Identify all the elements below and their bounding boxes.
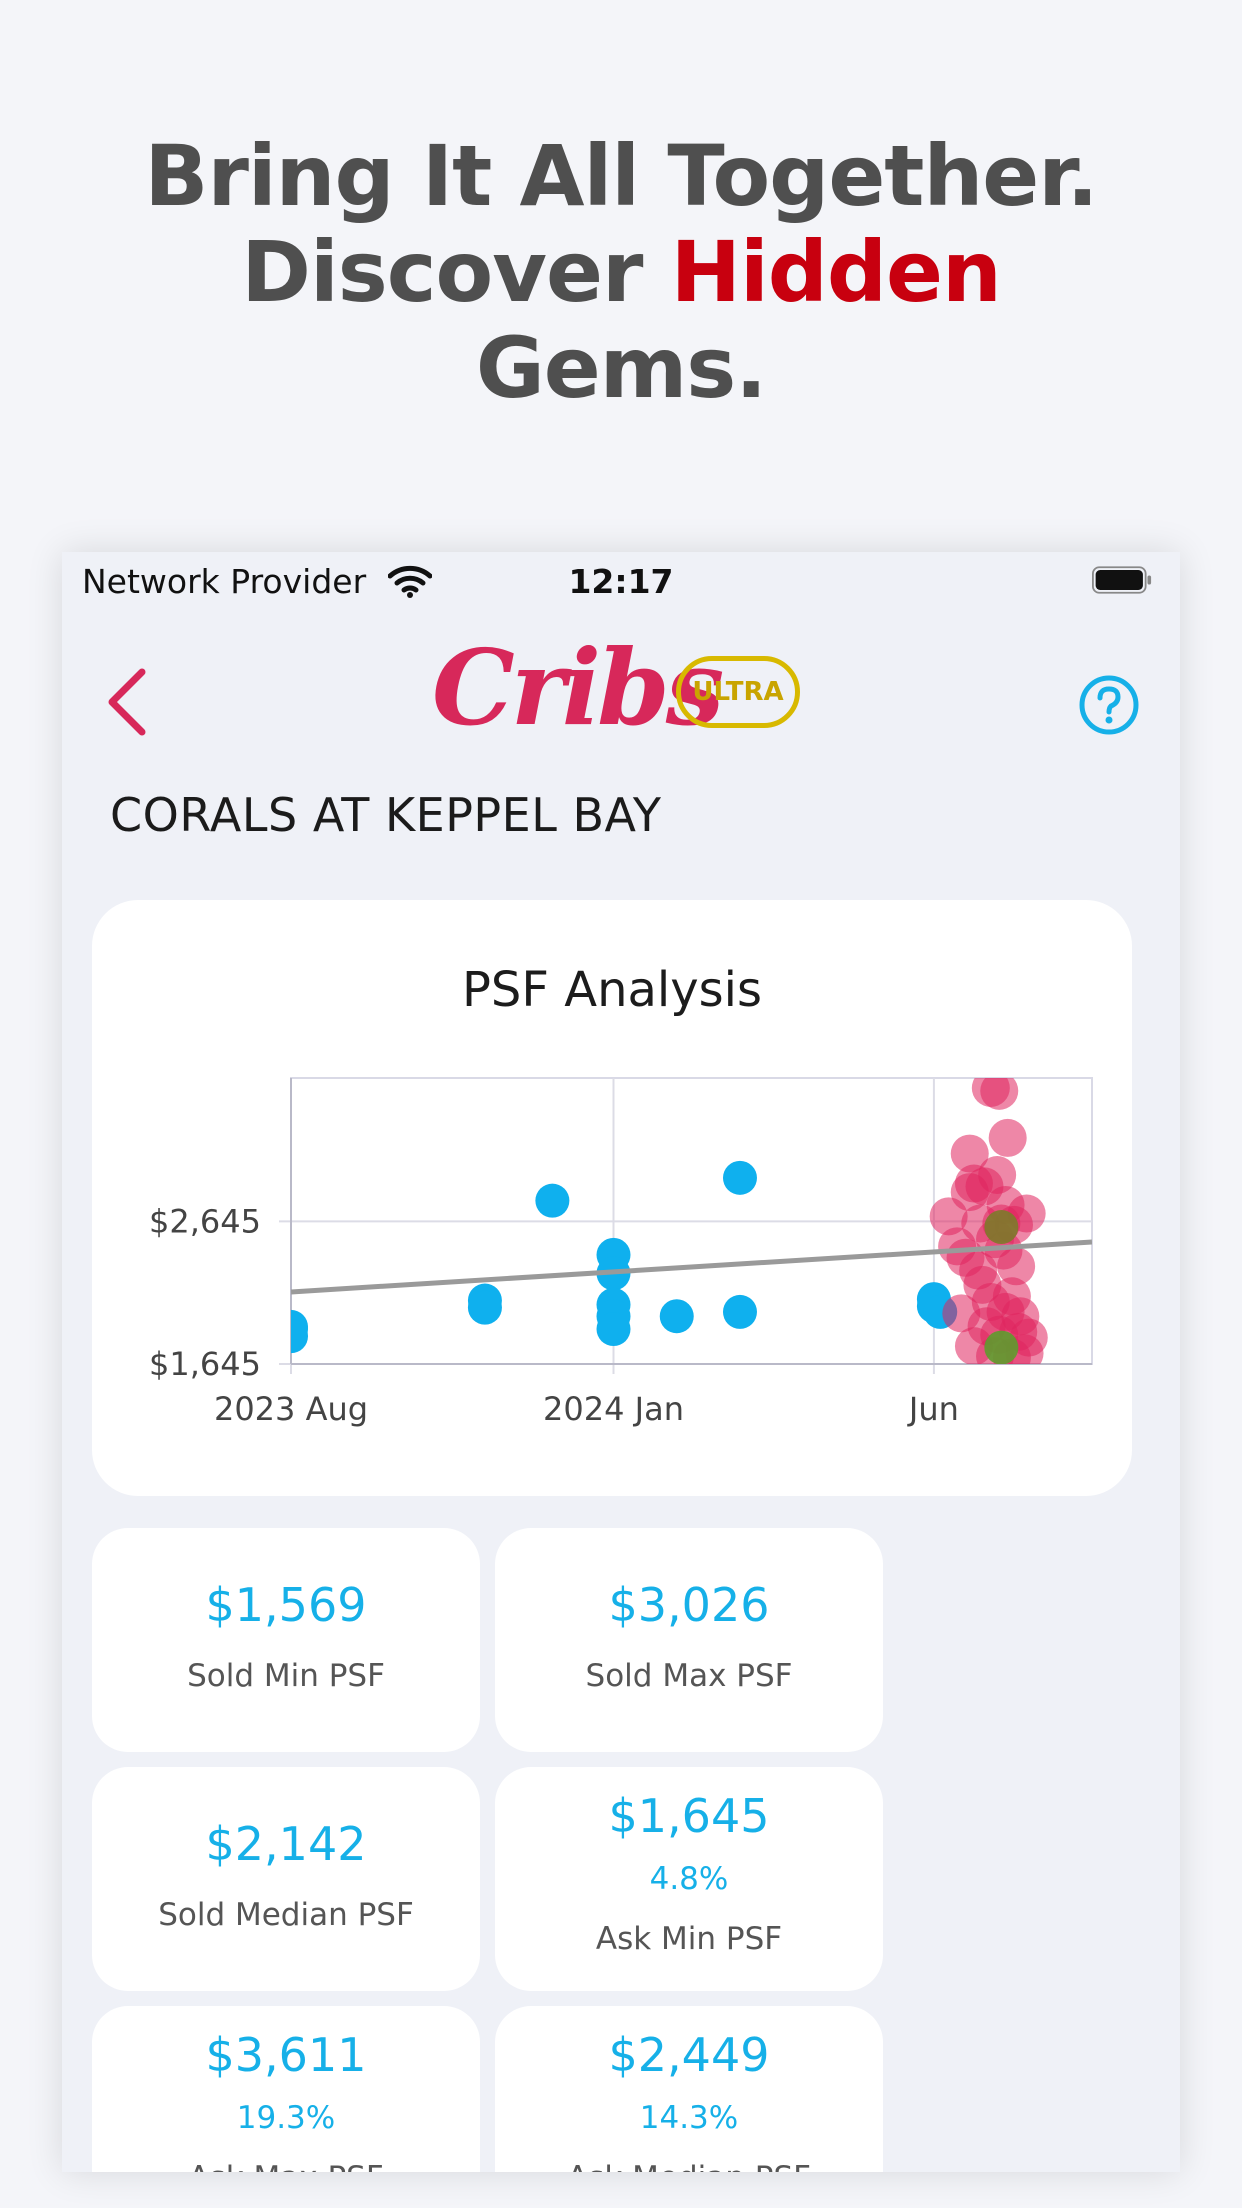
stat-value: $3,611 — [205, 2028, 367, 2082]
listing-point — [992, 1277, 1031, 1316]
psf-scatter-chart: 2023 Aug 2024 Jan Jun $2,645 $1,645 — [149, 1077, 1093, 1428]
listing-point — [980, 1078, 1019, 1110]
stat-label: Sold Median PSF — [158, 1897, 414, 1933]
stat-percent: 19.3% — [236, 2100, 336, 2136]
sold-point — [467, 1290, 502, 1325]
headline-line-2: Discover Hidden — [0, 224, 1242, 320]
chart-title: PSF Analysis — [461, 962, 763, 1018]
sold-point — [291, 1319, 308, 1354]
cribs-logo: Cribs — [432, 626, 724, 749]
trend-line — [291, 1239, 1092, 1295]
stat-value: $1,645 — [608, 1789, 770, 1843]
battery-icon — [1092, 566, 1152, 594]
stat-label: Sold Min PSF — [187, 1658, 385, 1694]
ultra-badge: ULTRA — [676, 656, 800, 728]
stat-value: $2,449 — [608, 2028, 770, 2082]
stat-value: $1,569 — [205, 1578, 367, 1632]
stat-percent: 4.8% — [649, 1861, 729, 1897]
listing-point — [988, 1118, 1027, 1157]
clock: 12:17 — [568, 562, 674, 601]
y-tick-label: $2,645 — [149, 1202, 261, 1240]
x-tick-label: 2024 Jan — [543, 1390, 684, 1428]
stat-label: Ask Max PSF — [92, 2160, 480, 2172]
sold-point — [722, 1294, 757, 1329]
phone-screen: Network Provider 12:17 Cribs ULTRA CORAL… — [62, 552, 1180, 2172]
stat-value: $3,026 — [608, 1578, 770, 1632]
status-bar: Network Provider 12:17 — [62, 552, 1180, 612]
sold-point — [659, 1299, 694, 1334]
headline-highlight: Hidden — [670, 223, 1002, 321]
wifi-icon — [388, 565, 432, 598]
highlight-point — [984, 1210, 1019, 1245]
x-tick-label: Jun — [907, 1390, 959, 1428]
carrier-label: Network Provider — [82, 562, 367, 601]
stat-label: Ask Min PSF — [595, 1921, 783, 1957]
stat-card: $2,449 14.3% Ask Median PSF — [495, 2006, 883, 2172]
back-chevron-icon[interactable] — [98, 662, 158, 742]
sold-point — [596, 1312, 631, 1347]
stat-label: Ask Median PSF — [495, 2160, 883, 2172]
listing-point — [950, 1173, 989, 1212]
question-circle-icon[interactable] — [1078, 674, 1140, 736]
marketing-headline: Bring It All Together. Discover Hidden G… — [0, 128, 1242, 416]
sold-point — [722, 1160, 757, 1195]
stat-card: $1,645 4.8% Ask Min PSF — [495, 1767, 883, 1991]
stat-value: $2,142 — [205, 1817, 367, 1871]
stat-card: $1,569 Sold Min PSF — [92, 1528, 480, 1752]
listing-point — [1009, 1318, 1048, 1357]
psf-chart-card: PSF Analysis 2023 Aug 2024 Jan Jun $2,645 $1… — [92, 900, 1132, 1496]
listing-point — [997, 1247, 1036, 1286]
stat-card: $3,026 Sold Max PSF — [495, 1528, 883, 1752]
headline-line-1: Bring It All Together. — [144, 127, 1098, 225]
listing-point — [978, 1155, 1017, 1194]
headline-line-3: Gems. — [475, 319, 767, 417]
highlight-point — [984, 1330, 1019, 1364]
stat-card: $3,611 19.3% Ask Max PSF — [92, 2006, 480, 2172]
stat-percent: 14.3% — [639, 2100, 739, 2136]
page-title: CORALS AT KEPPEL BAY — [110, 788, 662, 842]
x-tick-label: 2023 Aug — [214, 1390, 368, 1428]
listing-point — [950, 1134, 989, 1173]
stat-card: $2,142 Sold Median PSF — [92, 1767, 480, 1991]
sold-point — [535, 1183, 570, 1218]
y-tick-label: $1,645 — [149, 1345, 261, 1383]
headline-line-2-prefix: Discover — [241, 223, 671, 321]
stat-label: Sold Max PSF — [585, 1658, 793, 1694]
plot-points — [291, 1078, 1092, 1364]
